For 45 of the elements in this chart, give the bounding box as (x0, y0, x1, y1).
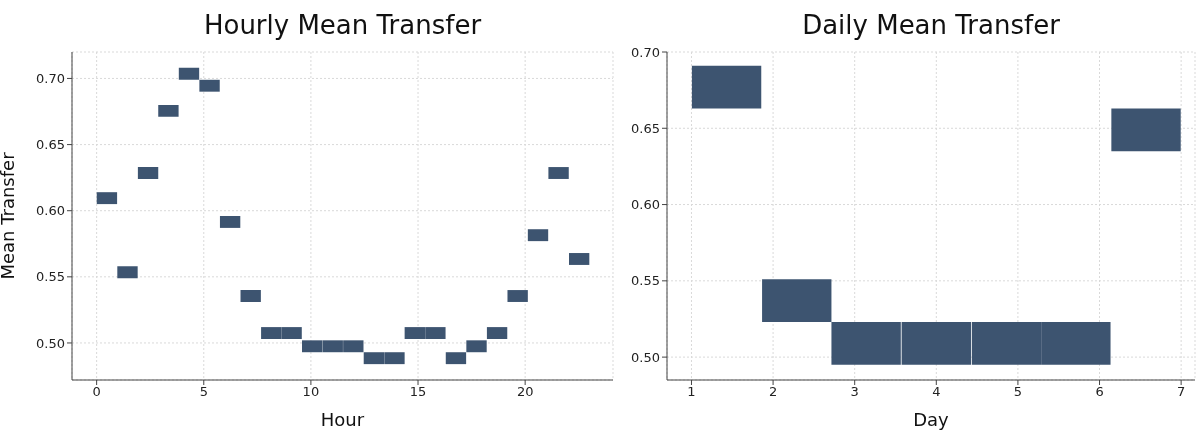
x-axis-title: Hour (320, 409, 365, 430)
bar (507, 290, 528, 302)
bar (445, 352, 467, 365)
chart-title: Daily Mean Transfer (801, 10, 1061, 40)
x-tick-label: 5 (1013, 384, 1023, 400)
bar (691, 65, 762, 109)
bar (137, 167, 159, 179)
x-tick-label: 6 (1095, 384, 1104, 400)
bar (178, 67, 200, 80)
y-axis-title: Mean Transfer (0, 151, 19, 280)
y-tick-label: 0.55 (631, 273, 660, 289)
y-tick-label: 0.70 (631, 44, 660, 60)
bar (527, 229, 549, 242)
x-tick-label: 7 (1176, 384, 1186, 400)
x-tick-label: 1 (687, 384, 696, 400)
y-tick-label: 0.60 (631, 197, 660, 213)
x-tick-label: 5 (199, 384, 208, 400)
bar (568, 253, 590, 265)
y-tick-label: 0.50 (36, 335, 65, 351)
bar (158, 104, 179, 117)
x-axis-title: Day (913, 409, 950, 430)
bar (466, 340, 487, 353)
x-tick-label: 15 (409, 384, 427, 400)
x-tick-label: 20 (516, 384, 534, 400)
x-tick-label: 10 (302, 384, 320, 400)
y-tick-label: 0.70 (36, 71, 65, 87)
y-tick-label: 0.60 (36, 203, 65, 219)
bar (486, 327, 508, 339)
x-tick-label: 3 (850, 384, 859, 400)
bar (762, 279, 832, 323)
y-tick-label: 0.65 (36, 137, 65, 153)
bar (219, 216, 241, 228)
bar (96, 192, 118, 205)
y-tick-label: 0.50 (631, 349, 660, 365)
y-tick-label: 0.65 (631, 120, 660, 136)
x-tick-label: 2 (768, 384, 778, 400)
bar (240, 290, 261, 302)
bar (117, 266, 138, 279)
bar (1111, 108, 1181, 152)
bar (199, 79, 220, 92)
y-tick-label: 0.55 (36, 269, 65, 285)
x-tick-label: 0 (92, 384, 101, 400)
chart-title: Hourly Mean Transfer (202, 10, 483, 40)
bar (548, 167, 569, 179)
x-tick-label: 4 (932, 384, 941, 400)
